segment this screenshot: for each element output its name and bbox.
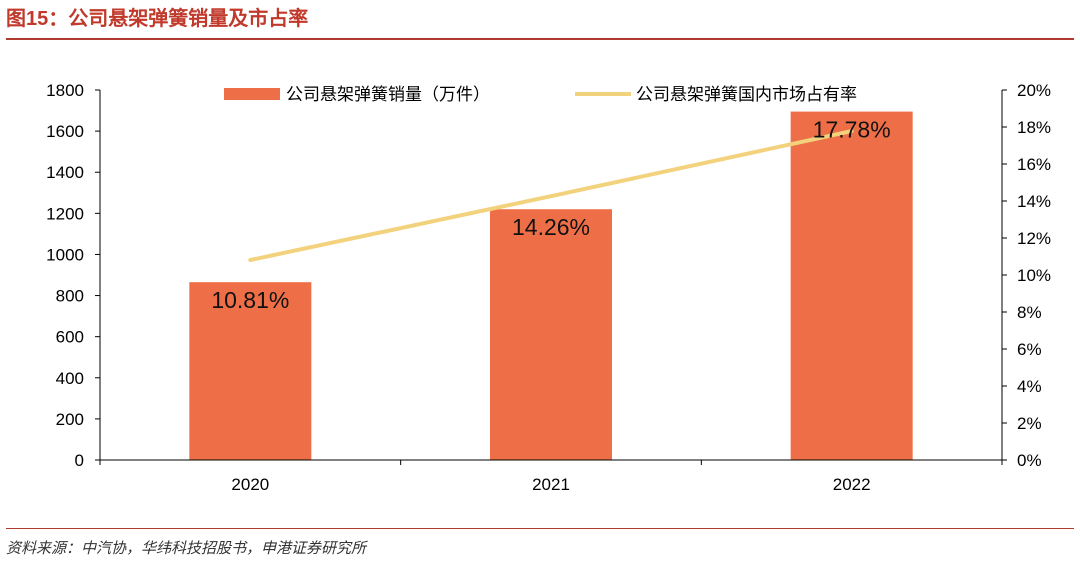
title-divider <box>6 38 1074 40</box>
x-tick-label: 2020 <box>231 475 269 494</box>
data-label: 10.81% <box>211 287 289 313</box>
y-left-tick-label: 1400 <box>46 163 84 182</box>
y-left-tick-label: 400 <box>56 369 84 388</box>
y-right-tick-label: 12% <box>1017 229 1051 248</box>
source-note: 资料来源：中汽协，华纬科技招股书，申港证券研究所 <box>6 540 367 557</box>
y-right-tick-label: 14% <box>1017 192 1051 211</box>
data-label: 17.78% <box>813 117 891 143</box>
y-left-tick-label: 1800 <box>46 81 84 100</box>
y-right-tick-label: 4% <box>1017 377 1042 396</box>
chart-title: 图15：公司悬架弹簧销量及市占率 <box>6 8 309 30</box>
bar-2022 <box>790 111 913 460</box>
y-right-tick-label: 10% <box>1017 266 1051 285</box>
y-left-tick-label: 0 <box>75 451 84 470</box>
y-left-tick-label: 800 <box>56 287 84 306</box>
legend-label-bar: 公司悬架弹簧销量（万件） <box>286 85 490 104</box>
y-left-tick-label: 1600 <box>46 122 84 141</box>
legend-swatch-bar <box>224 88 280 100</box>
data-label: 14.26% <box>512 214 590 240</box>
legend-label-line: 公司悬架弹簧国内市场占有率 <box>636 85 857 104</box>
market-share-line <box>248 129 854 263</box>
y-left-tick-label: 600 <box>56 328 84 347</box>
y-right-tick-label: 0% <box>1017 451 1042 470</box>
bar-2020 <box>189 282 312 460</box>
y-left-tick-label: 1000 <box>46 245 84 264</box>
combo-chart: 0 200 400 600 800 1000 1200 1400 1600 1800 0% 2% 4% 6… <box>46 81 1051 494</box>
x-tick-label: 2022 <box>833 475 871 494</box>
x-tick-label: 2021 <box>532 475 570 494</box>
y-left-tick-label: 1200 <box>46 204 84 223</box>
footer-divider <box>6 528 1074 529</box>
y-right-tick-label: 8% <box>1017 303 1042 322</box>
y-right-tick-label: 16% <box>1017 155 1051 174</box>
y-left-tick-label: 200 <box>56 410 84 429</box>
y-right-tick-label: 20% <box>1017 81 1051 100</box>
y-right-tick-label: 2% <box>1017 414 1042 433</box>
y-right-tick-label: 6% <box>1017 340 1042 359</box>
y-right-tick-label: 18% <box>1017 118 1051 137</box>
bar-2021 <box>490 209 612 460</box>
